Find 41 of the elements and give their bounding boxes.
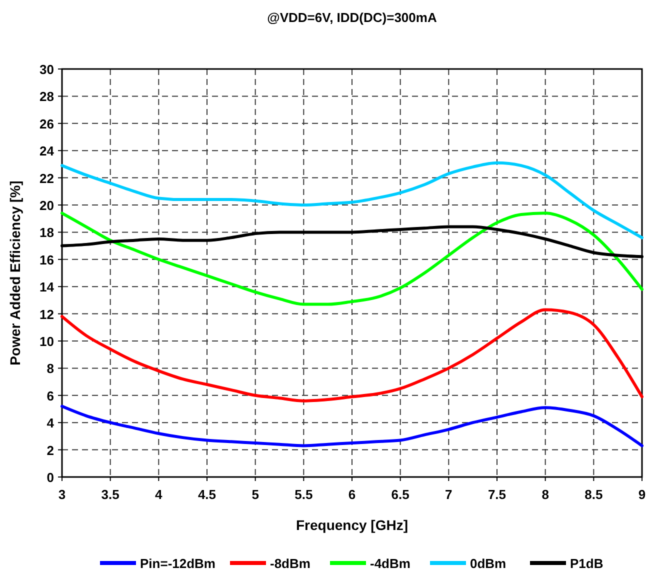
x-axis-title: Frequency [GHz] (296, 517, 408, 533)
y-tick-label: 10 (40, 334, 54, 349)
y-axis-title: Power Added Efficiency [%] (7, 180, 23, 366)
x-tick-label: 5.5 (294, 487, 313, 502)
chart-title: @VDD=6V, IDD(DC)=300mA (267, 10, 438, 25)
legend-label: -8dBm (270, 556, 310, 571)
x-tick-label: 3 (58, 487, 66, 502)
legend-label: 0dBm (470, 556, 506, 571)
y-tick-label: 12 (40, 306, 54, 322)
line-series (60, 212, 644, 306)
y-tick-label: 0 (46, 470, 54, 485)
y-tick-label: 4 (46, 416, 55, 431)
y-tick-label: 14 (40, 280, 55, 295)
x-tick-label: 9 (638, 487, 646, 502)
y-tick-label: 6 (46, 388, 54, 404)
line-series (60, 404, 644, 448)
x-tick-label: 3.5 (101, 487, 120, 502)
x-tick-label: 7 (445, 487, 452, 502)
y-tick-label: 22 (40, 170, 54, 186)
y-tick-label: 20 (40, 198, 54, 213)
y-tick-label: 8 (46, 361, 54, 376)
legend-label: -4dBm (370, 556, 410, 571)
y-tick-label: 26 (40, 116, 54, 132)
legend-label: Pin=-12dBm (140, 556, 216, 571)
y-tick-label: 16 (40, 252, 54, 268)
y-tick-label: 24 (40, 144, 55, 159)
x-tick-label: 7.5 (488, 487, 506, 502)
x-tick-label: 4.5 (198, 487, 216, 502)
x-tick-label: 8.5 (584, 487, 603, 502)
x-tick-label: 6 (348, 487, 356, 502)
x-tick-label: 5 (252, 487, 259, 502)
x-tick-label: 8 (542, 487, 549, 502)
y-tick-label: 28 (40, 89, 54, 104)
legend-label: P1dB (570, 556, 604, 571)
line-series (60, 308, 644, 402)
y-tick-label: 18 (40, 225, 54, 240)
y-tick-label: 30 (40, 62, 54, 77)
x-tick-label: 4 (155, 487, 164, 502)
line-series (60, 161, 644, 240)
y-tick-label: 2 (46, 442, 54, 458)
x-tick-label: 6.5 (391, 487, 410, 502)
